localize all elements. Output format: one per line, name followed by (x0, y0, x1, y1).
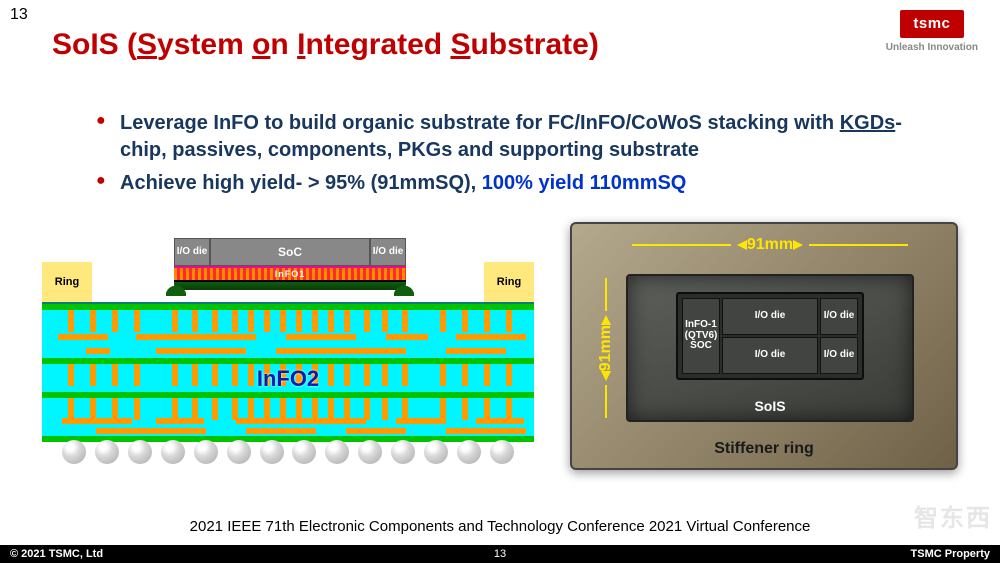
stiffener-label: Stiffener ring (572, 440, 956, 458)
conference-line: 2021 IEEE 71th Electronic Components and… (0, 518, 1000, 535)
logo-icon: tsmc (900, 10, 964, 38)
cross-section-diagram: Ring Ring I/O die SoC I/O die InFO1 InFO… (42, 238, 534, 464)
footer-page: 13 (0, 548, 1000, 560)
ring-label: Ring (42, 262, 92, 302)
dimension-height: 91mm (594, 274, 618, 422)
chip-photo: I/O die InFO-1 (QTV6) SOC I/O die I/O di… (676, 292, 864, 380)
soc-label: SoC (210, 238, 370, 266)
package-photo: 91mm 91mm I/O die InFO-1 (QTV6) SOC I/O … (570, 222, 958, 470)
solder-balls (62, 440, 514, 464)
ring-label: Ring (484, 262, 534, 302)
info2-label: InFO2 (42, 366, 534, 392)
brand-logo: tsmc Unleash Innovation (886, 10, 978, 53)
io-die-label: I/O die (370, 238, 406, 266)
watermark: 智东西 (914, 498, 992, 533)
chip-stack: I/O die SoC I/O die InFO1 (174, 238, 406, 290)
dimension-width: 91mm (626, 232, 914, 258)
info1-label: InFO1 (174, 266, 406, 282)
page-number-top: 13 (10, 6, 28, 24)
slide-title: SoIS (System on Integrated Substrate) (52, 28, 599, 62)
io-die-label: I/O die (820, 298, 858, 335)
io-die-label: I/O die (722, 337, 818, 374)
io-die-label: I/O die (722, 298, 818, 335)
footer-bar: © 2021 TSMC, Ltd 13 TSMC Property (0, 545, 1000, 563)
bullet-item: Achieve high yield- > 95% (91mmSQ), 100%… (96, 170, 950, 197)
sois-label: SoIS (628, 398, 912, 414)
bullet-item: Leverage InFO to build organic substrate… (96, 110, 950, 164)
io-die-label: I/O die (820, 337, 858, 374)
bullet-list: Leverage InFO to build organic substrate… (56, 110, 950, 203)
logo-tagline: Unleash Innovation (886, 42, 978, 53)
io-die-label: I/O die (174, 238, 210, 266)
soc-center-label: InFO-1 (QTV6) SOC (682, 298, 720, 374)
sois-plate: I/O die InFO-1 (QTV6) SOC I/O die I/O di… (626, 274, 914, 422)
